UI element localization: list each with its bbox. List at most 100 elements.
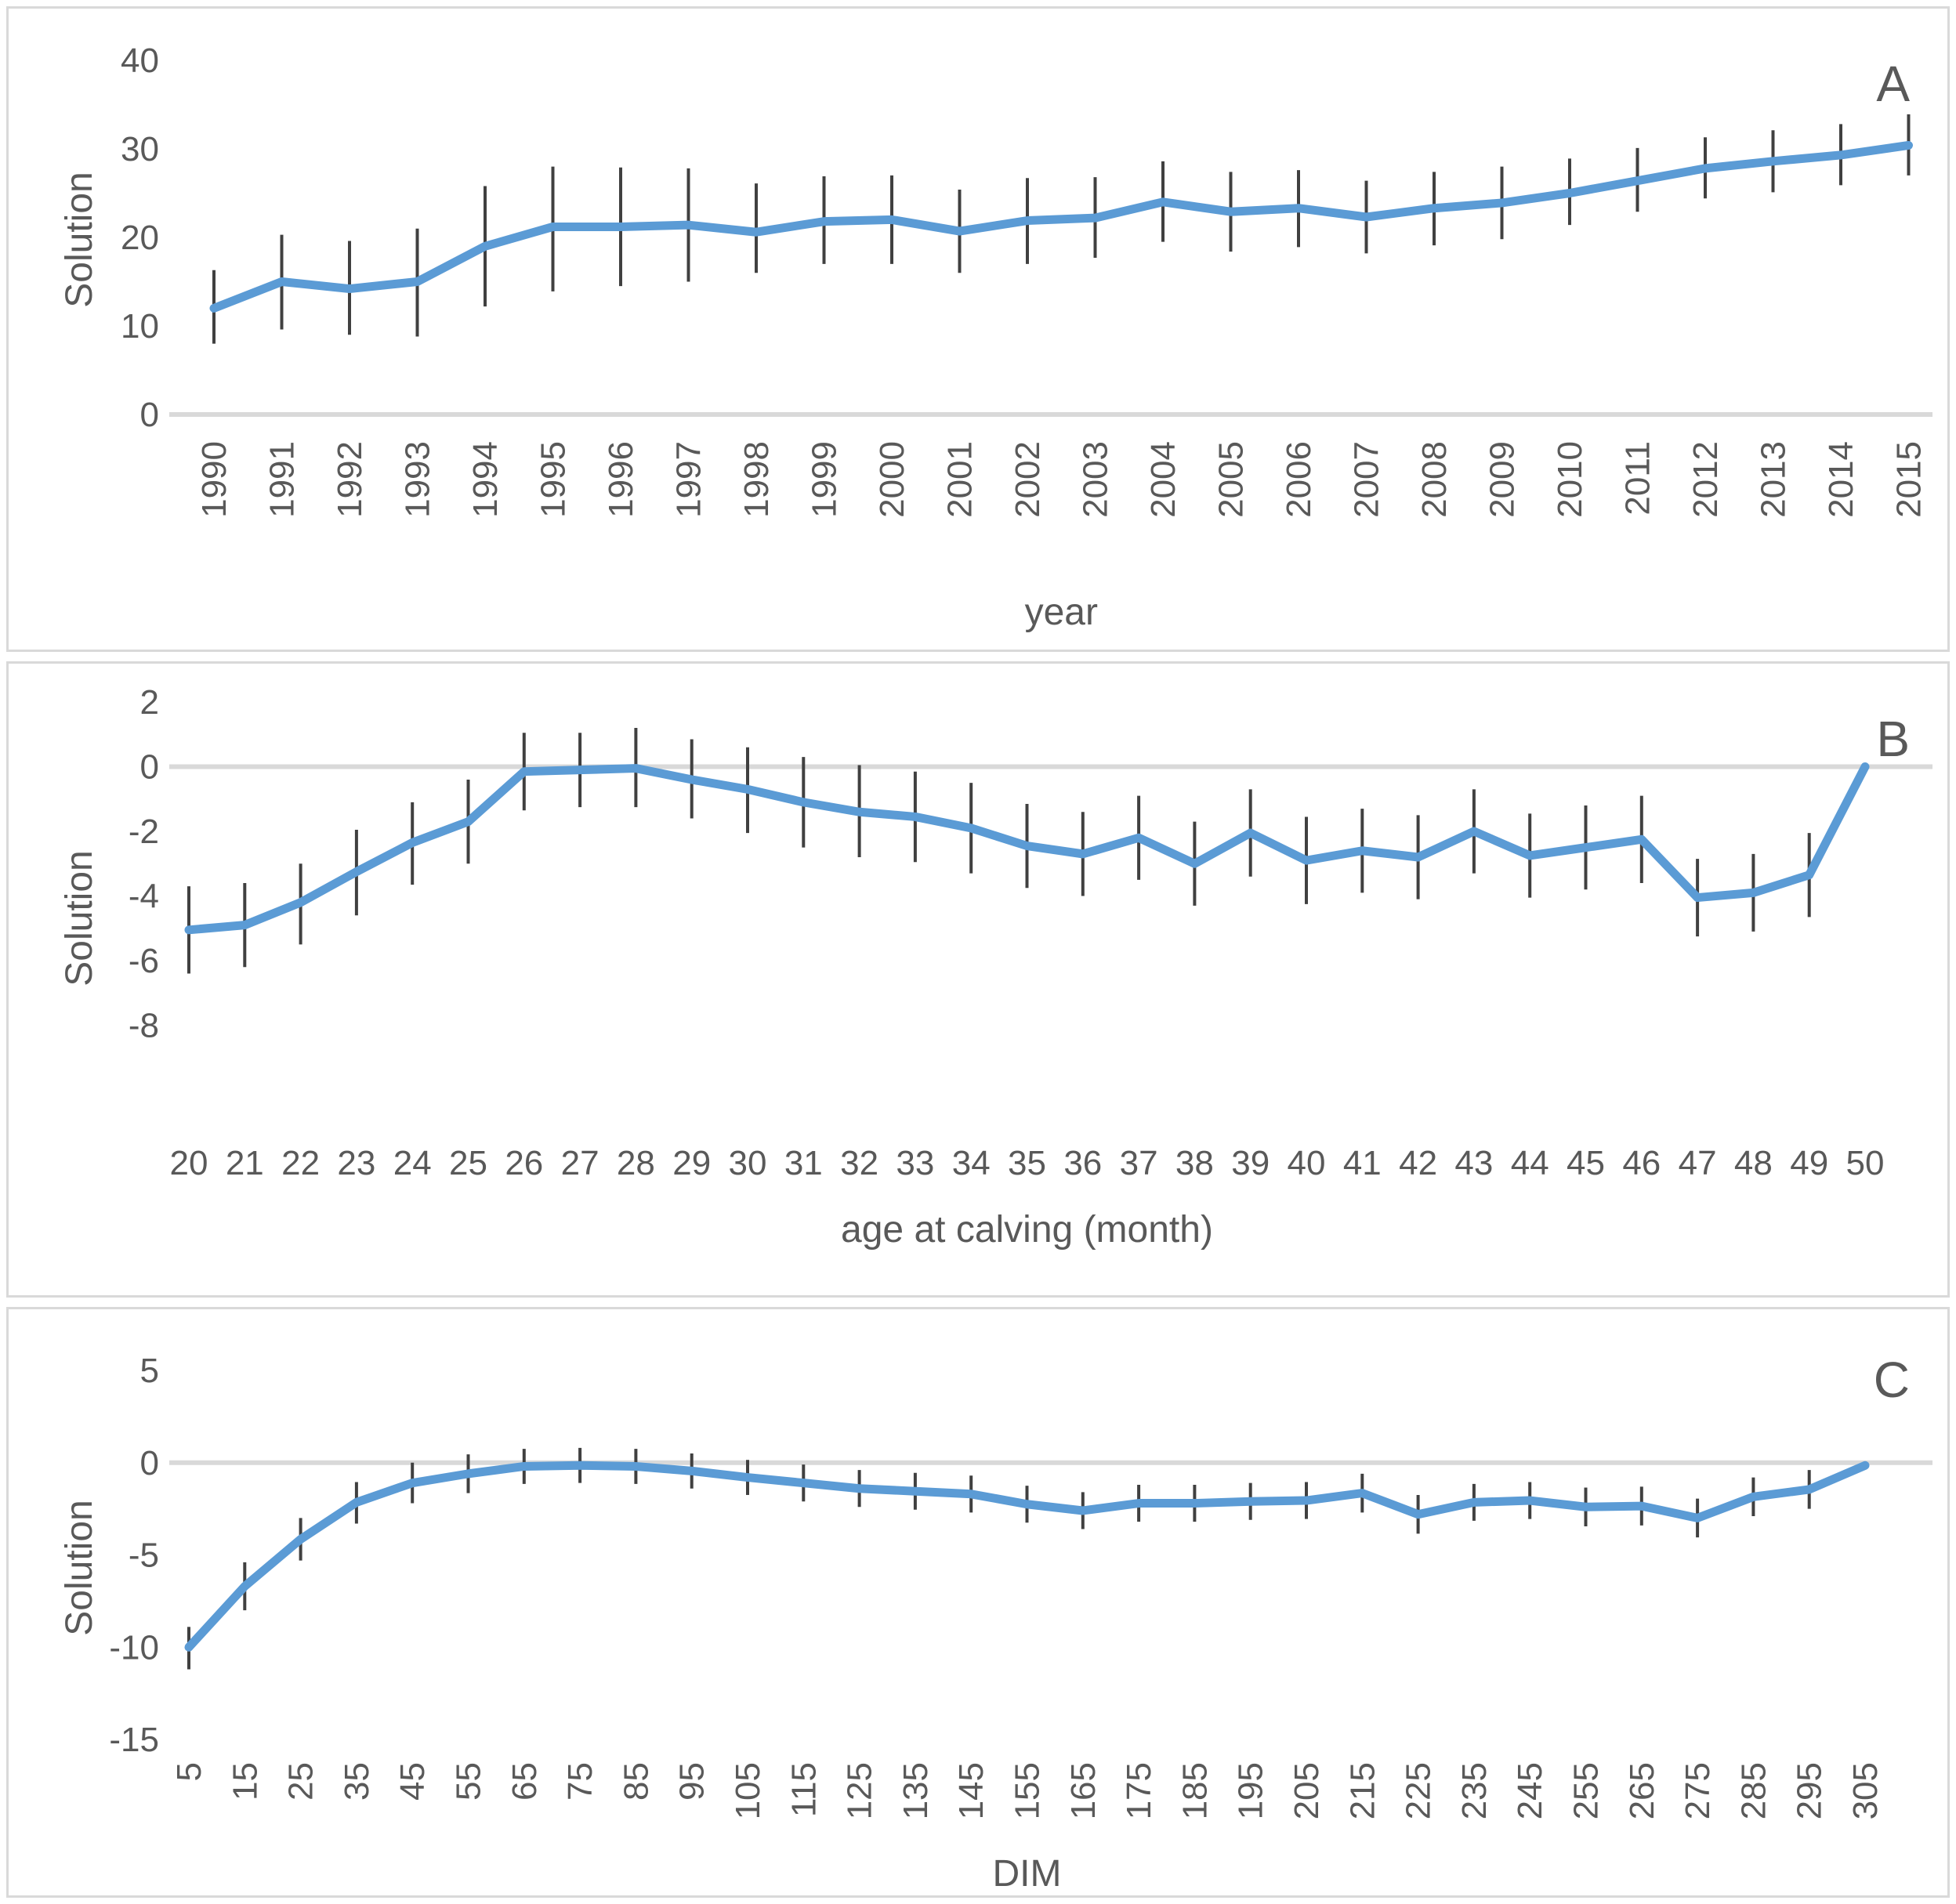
x-tick-label: 1997 — [670, 441, 708, 518]
x-tick-label: 185 — [1175, 1762, 1214, 1819]
y-tick-label: -15 — [109, 1721, 159, 1759]
x-tick-label: 2013 — [1755, 441, 1793, 518]
y-tick-label: -5 — [129, 1537, 159, 1575]
x-tick-label: 165 — [1064, 1762, 1103, 1819]
x-tick-label: 39 — [1231, 1144, 1270, 1182]
x-tick-label: 105 — [729, 1762, 767, 1819]
x-tick-label: 155 — [1009, 1762, 1047, 1819]
x-tick-label: 145 — [952, 1762, 991, 1819]
x-tick-label: 40 — [1288, 1144, 1326, 1182]
x-tick-label: 225 — [1400, 1762, 1438, 1819]
x-tick-label: 2000 — [873, 441, 911, 518]
x-tick-label: 47 — [1679, 1144, 1717, 1182]
x-axis-title: year — [1025, 592, 1098, 633]
x-tick-label: 75 — [561, 1762, 599, 1801]
y-tick-label: 2 — [140, 683, 159, 722]
x-tick-label: 44 — [1511, 1144, 1549, 1182]
x-axis-title: age at calving (month) — [841, 1209, 1213, 1251]
x-tick-label: 295 — [1791, 1762, 1829, 1819]
y-tick-label: 10 — [121, 307, 159, 346]
x-tick-label: 5 — [170, 1762, 208, 1781]
x-tick-label: 2011 — [1619, 441, 1657, 516]
x-tick-label: 50 — [1846, 1144, 1885, 1182]
x-tick-label: 1999 — [806, 441, 844, 518]
x-tick-label: 1991 — [263, 441, 302, 518]
x-tick-label: 175 — [1120, 1762, 1158, 1819]
y-tick-label: -2 — [129, 813, 159, 851]
y-axis-title: Solution — [59, 850, 100, 986]
x-tick-label: 1995 — [534, 441, 573, 518]
x-tick-label: 2010 — [1551, 441, 1589, 518]
x-tick-label: 21 — [226, 1144, 264, 1182]
panel-c-svg: 5 0 -5 -10 -15 5 15 25 35 45 55 65 75 85 95 105 115 125 13… — [59, 1352, 1932, 1895]
y-tick-label: 0 — [140, 748, 159, 787]
x-tick-label: 35 — [1008, 1144, 1046, 1182]
x-tick-label: 55 — [450, 1762, 488, 1801]
series-line — [209, 140, 1913, 313]
x-tick-label: 2012 — [1686, 441, 1725, 518]
x-tick-label: 235 — [1455, 1762, 1494, 1819]
panel-b-age-at-calving-chart: 2 0 -2 -4 -6 -8 20 21 22 23 24 25 26 27 28 29 30 31 32 33 34… — [6, 661, 1950, 1298]
y-tick-label: -4 — [129, 878, 159, 916]
x-tick-label: 1992 — [331, 441, 369, 518]
panel-letter: A — [1876, 56, 1910, 112]
x-tick-label: 32 — [840, 1144, 878, 1182]
x-tick-label: 23 — [337, 1144, 375, 1182]
y-tick-label: -8 — [129, 1007, 159, 1045]
x-tick-label: 195 — [1232, 1762, 1270, 1819]
x-tick-label: 22 — [281, 1144, 320, 1182]
x-tick-label: 85 — [617, 1762, 655, 1801]
y-tick-label: 0 — [140, 396, 159, 434]
x-tick-label: 36 — [1063, 1144, 1102, 1182]
x-tick-label: 65 — [505, 1762, 544, 1801]
x-tick-label: 115 — [784, 1762, 823, 1817]
x-tick-label: 45 — [393, 1762, 432, 1801]
y-tick-label: -10 — [109, 1628, 159, 1667]
x-tick-label: 245 — [1511, 1762, 1549, 1819]
x-tick-label: 45 — [1567, 1144, 1605, 1182]
x-tick-label: 31 — [784, 1144, 823, 1182]
panel-a-year-chart: 40 30 20 10 0 1990 1991 1992 1993 1994 1995 1996 199… — [6, 6, 1950, 652]
panel-b-svg: 20-2-4-6-820 21 22 23 24 25 26 27 28 29 30 31 32 33 34… — [59, 683, 1932, 1251]
y-tick-label: 20 — [121, 219, 159, 257]
x-tick-label: 2015 — [1890, 441, 1929, 518]
x-tick-label: 2007 — [1348, 441, 1386, 518]
x-tick-label: 255 — [1567, 1762, 1606, 1819]
x-tick-label: 2003 — [1077, 441, 1115, 518]
x-tick-label: 33 — [896, 1144, 934, 1182]
x-tick-label: 37 — [1120, 1144, 1158, 1182]
x-tick-label: 15 — [226, 1762, 264, 1801]
x-tick-label: 28 — [617, 1144, 655, 1182]
x-tick-label: 2002 — [1009, 441, 1047, 518]
x-tick-label: 38 — [1175, 1144, 1214, 1182]
x-tick-label: 215 — [1343, 1762, 1382, 1819]
x-tick-label: 2014 — [1822, 441, 1860, 518]
x-tick-label: 2001 — [941, 441, 980, 518]
y-axis-title: Solution — [59, 172, 100, 307]
x-tick-label: 27 — [561, 1144, 599, 1182]
x-tick-label: 2006 — [1280, 441, 1318, 518]
x-tick-label: 34 — [952, 1144, 991, 1182]
x-tick-label: 1998 — [737, 441, 776, 518]
y-axis-title: Solution — [59, 1500, 100, 1635]
x-tick-label: 1993 — [399, 441, 437, 518]
x-tick-label: 29 — [672, 1144, 711, 1182]
x-tick-label: 125 — [841, 1762, 879, 1819]
x-tick-label: 42 — [1399, 1144, 1437, 1182]
x-tick-label: 2004 — [1144, 441, 1183, 518]
panel-c-dim-chart: 5 0 -5 -10 -15 5 15 25 35 45 55 65 75 85 95 105 115 125 13… — [6, 1307, 1950, 1898]
series-line — [184, 762, 1870, 935]
y-tick-label: 30 — [121, 130, 159, 168]
x-tick-label: 2009 — [1483, 441, 1522, 518]
panel-letter: C — [1874, 1352, 1910, 1408]
panel-letter: B — [1876, 711, 1910, 767]
x-tick-label: 41 — [1343, 1144, 1382, 1182]
x-tick-label: 30 — [729, 1144, 767, 1182]
x-tick-label: 49 — [1790, 1144, 1828, 1182]
x-tick-label: 48 — [1734, 1144, 1773, 1182]
x-tick-label: 26 — [505, 1144, 543, 1182]
x-tick-label: 1996 — [602, 441, 640, 518]
y-tick-label: 5 — [140, 1352, 159, 1390]
x-tick-label: 24 — [393, 1144, 432, 1182]
